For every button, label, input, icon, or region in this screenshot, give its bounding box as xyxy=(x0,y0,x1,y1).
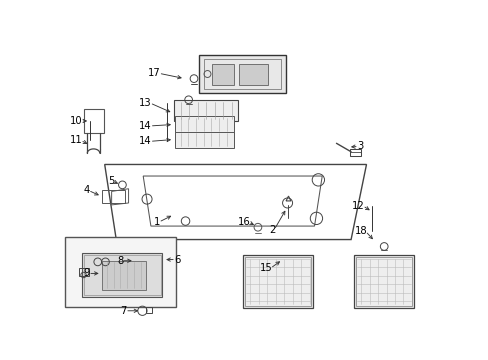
Text: 1: 1 xyxy=(154,217,160,227)
Bar xyxy=(83,109,103,132)
Text: 12: 12 xyxy=(351,201,364,211)
Text: 14: 14 xyxy=(139,136,151,147)
Text: 7: 7 xyxy=(121,306,127,316)
Bar xyxy=(355,257,411,306)
Text: 9: 9 xyxy=(83,269,90,278)
Bar xyxy=(349,149,360,156)
Bar xyxy=(199,55,285,93)
Text: 17: 17 xyxy=(147,68,160,78)
Bar xyxy=(102,261,145,289)
Bar xyxy=(239,64,268,85)
Bar xyxy=(174,132,234,148)
Text: 14: 14 xyxy=(139,121,151,131)
Bar xyxy=(65,237,176,307)
Bar xyxy=(81,253,162,297)
Text: 5: 5 xyxy=(108,176,114,186)
Text: 13: 13 xyxy=(139,98,151,108)
Text: 4: 4 xyxy=(83,185,90,195)
Text: 3: 3 xyxy=(356,141,363,151)
Bar xyxy=(83,255,160,294)
Bar xyxy=(79,269,88,276)
Text: 11: 11 xyxy=(69,135,82,145)
Text: 15: 15 xyxy=(259,264,272,274)
Text: 2: 2 xyxy=(269,225,275,235)
Bar xyxy=(174,116,234,132)
Bar xyxy=(243,255,313,308)
Bar xyxy=(102,189,125,203)
Text: 18: 18 xyxy=(354,226,366,236)
Bar xyxy=(174,100,237,121)
Bar xyxy=(212,64,233,85)
Bar xyxy=(145,307,151,314)
Text: 10: 10 xyxy=(70,116,82,126)
Text: 16: 16 xyxy=(237,217,250,227)
Text: 8: 8 xyxy=(117,256,123,266)
Bar xyxy=(244,257,311,306)
Bar xyxy=(203,59,281,89)
Text: 6: 6 xyxy=(174,255,180,265)
Bar xyxy=(353,255,413,308)
